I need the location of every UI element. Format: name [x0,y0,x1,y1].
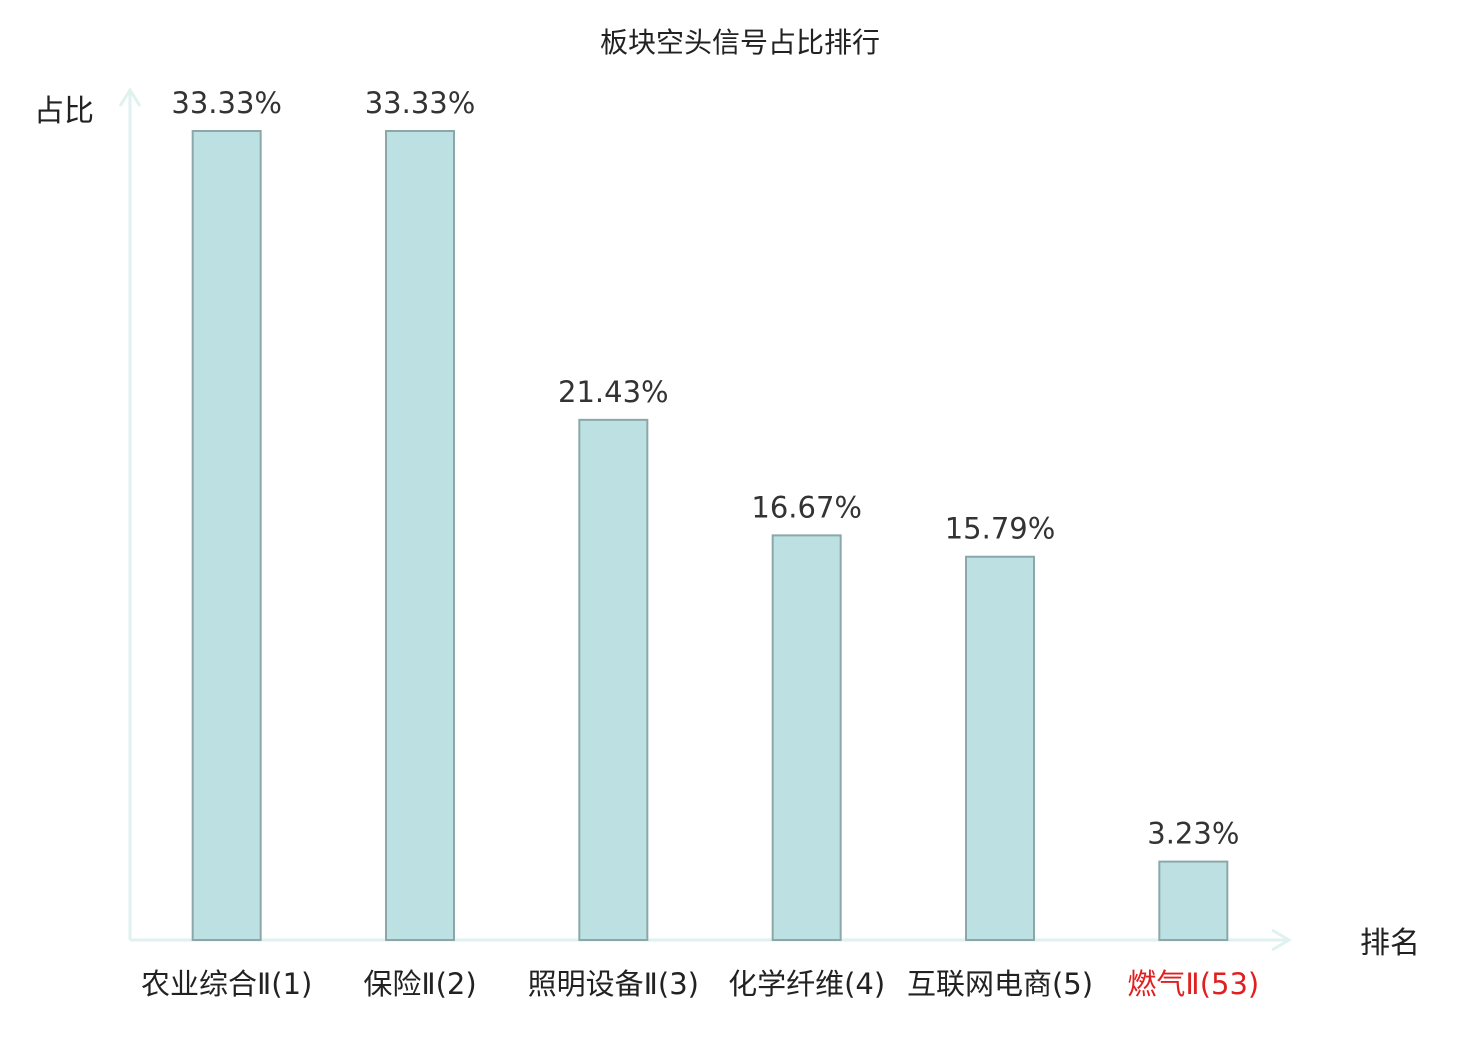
bar-value-label: 33.33% [365,86,476,120]
y-axis-label: 占比 [34,94,94,129]
x-axis: 排名 [130,926,1420,961]
category-labels-group: 农业综合Ⅱ(1) 保险Ⅱ(2) 照明设备Ⅱ(3) 化学纤维(4) 互联网电商(5) 燃气Ⅱ… [141,967,1259,1001]
category-label: 燃气Ⅱ(53) [1127,967,1259,1001]
bar-value-label: 15.79% [945,512,1056,546]
y-axis: 占比 [34,87,142,940]
bar [1158,860,1229,941]
category-label: 照明设备Ⅱ(3) [528,967,699,1001]
bar [771,534,842,942]
x-axis-label: 排名 [1360,926,1420,961]
category-label: 农业综合Ⅱ(1) [141,967,312,1001]
value-labels-group: 33.33% 33.33% 21.43% 16.67% 15.79% 3.23% [171,86,1239,851]
y-axis-arrow-icon [118,87,142,107]
x-axis-arrow-icon [1271,928,1292,952]
bar-value-label: 33.33% [171,86,282,120]
bar [965,555,1035,942]
bar-value-label: 16.67% [751,490,862,524]
bars-group [191,130,1229,942]
chart-title: 板块空头信号占比排行 [600,26,880,59]
category-label: 化学纤维(4) [728,967,885,1001]
bar [385,130,455,941]
bar [578,418,649,942]
category-label: 互联网电商(5) [907,967,1093,1001]
category-label: 保险Ⅱ(2) [363,967,476,1001]
bar [191,130,262,941]
bar-value-label: 21.43% [558,375,669,409]
bar-value-label: 3.23% [1147,817,1239,851]
